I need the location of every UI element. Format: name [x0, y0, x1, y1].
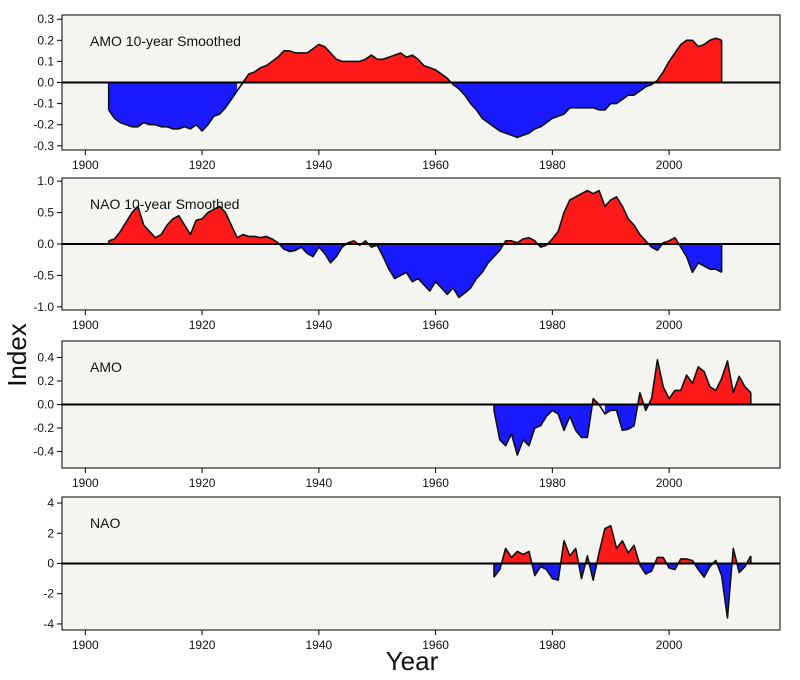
y-tick-label: -0.4 [33, 445, 54, 459]
y-tick-label: 0.2 [37, 33, 54, 47]
negative-area [604, 404, 638, 431]
series-line [493, 524, 752, 619]
x-tick-label: 1960 [422, 476, 449, 490]
x-tick-label: 1960 [422, 638, 449, 652]
negative-area [108, 82, 238, 132]
x-tick-label: 1900 [72, 476, 99, 490]
y-tick-label: 0.0 [37, 398, 54, 412]
y-tick-label: 4 [47, 496, 54, 510]
chart-panel: 1900 1920 1940 1960 1980 2000 -4 -2 0 2 4 NAO [43, 496, 781, 652]
negative-area [639, 563, 655, 575]
x-tick-label: 1980 [539, 318, 566, 332]
x-axis-title: Year [386, 646, 439, 676]
series-line [108, 189, 723, 299]
positive-area [108, 206, 280, 244]
x-tick-label: 1940 [305, 476, 332, 490]
series-line [493, 359, 752, 456]
x-tick-label: 1900 [72, 158, 99, 172]
x-tick-label: 1940 [305, 318, 332, 332]
x-tick-label: 1980 [539, 638, 566, 652]
y-tick-label: -0.3 [33, 139, 54, 153]
x-tick-label: 1960 [422, 158, 449, 172]
positive-area [648, 359, 751, 405]
x-tick-label: 1920 [189, 158, 216, 172]
chart-panel: 1900 1920 1940 1960 1980 2000 -0.3 -0.2 -0.1 0.0 0… [33, 12, 781, 172]
y-tick-label: 0.2 [37, 374, 54, 388]
y-tick-label: -0.1 [33, 97, 54, 111]
positive-area [596, 525, 640, 564]
negative-area [648, 244, 663, 251]
x-tick-label: 1980 [539, 476, 566, 490]
chart-panel: 1900 1920 1940 1960 1980 2000 -1.0 -0.5 0.0 0.5 1.… [33, 174, 781, 332]
y-tick-label: 0.5 [37, 206, 54, 220]
x-tick-label: 1960 [422, 318, 449, 332]
y-tick-label: 0.3 [37, 12, 54, 26]
y-tick-label: -1.0 [33, 300, 54, 314]
negative-area [493, 404, 593, 456]
series-line [108, 37, 722, 139]
y-tick-label: 2 [47, 526, 54, 540]
negative-area [589, 563, 597, 581]
y-tick-label: 0.4 [37, 350, 54, 364]
panel-title: AMO 10-year Smoothed [90, 33, 241, 49]
y-tick-label: 0.0 [37, 237, 54, 251]
x-tick-label: 1920 [189, 476, 216, 490]
negative-area [694, 563, 713, 578]
positive-area [501, 548, 532, 564]
chart-panel: 1900 1920 1940 1960 1980 2000 -0.4 -0.2 0.0 0.2 0.… [33, 340, 781, 490]
negative-area [451, 82, 655, 138]
y-tick-label: 0.1 [37, 54, 54, 68]
panel-title: AMO [90, 359, 122, 375]
panel-title: NAO [90, 515, 120, 531]
y-tick-label: 1.0 [37, 174, 54, 188]
x-tick-label: 1940 [305, 638, 332, 652]
positive-area [560, 540, 579, 564]
x-tick-label: 1920 [189, 318, 216, 332]
x-tick-label: 2000 [656, 158, 683, 172]
y-tick-label: -0.5 [33, 268, 54, 282]
y-tick-label: -2 [43, 587, 54, 601]
positive-area [654, 38, 722, 83]
x-tick-label: 1980 [539, 158, 566, 172]
x-tick-label: 1900 [72, 318, 99, 332]
y-axis-title: Index [2, 323, 32, 387]
panels-container: 1900 1920 1940 1960 1980 2000 -0.3 -0.2 -0.1 0.0 0… [33, 12, 781, 652]
x-tick-label: 2000 [656, 476, 683, 490]
negative-area [368, 244, 504, 298]
y-tick-label: 0.0 [37, 76, 54, 90]
y-tick-label: -0.2 [33, 421, 54, 435]
positive-area [547, 190, 649, 244]
y-tick-label: -4 [43, 617, 54, 631]
x-tick-label: 1940 [305, 158, 332, 172]
panel-title: NAO 10-year Smoothed [90, 196, 239, 212]
y-tick-label: -0.2 [33, 118, 54, 132]
x-tick-label: 2000 [656, 318, 683, 332]
x-tick-label: 1900 [72, 638, 99, 652]
x-tick-label: 2000 [656, 638, 683, 652]
x-tick-label: 1920 [189, 638, 216, 652]
negative-area [279, 244, 347, 263]
y-tick-label: 0 [47, 557, 54, 571]
negative-area [678, 244, 722, 273]
